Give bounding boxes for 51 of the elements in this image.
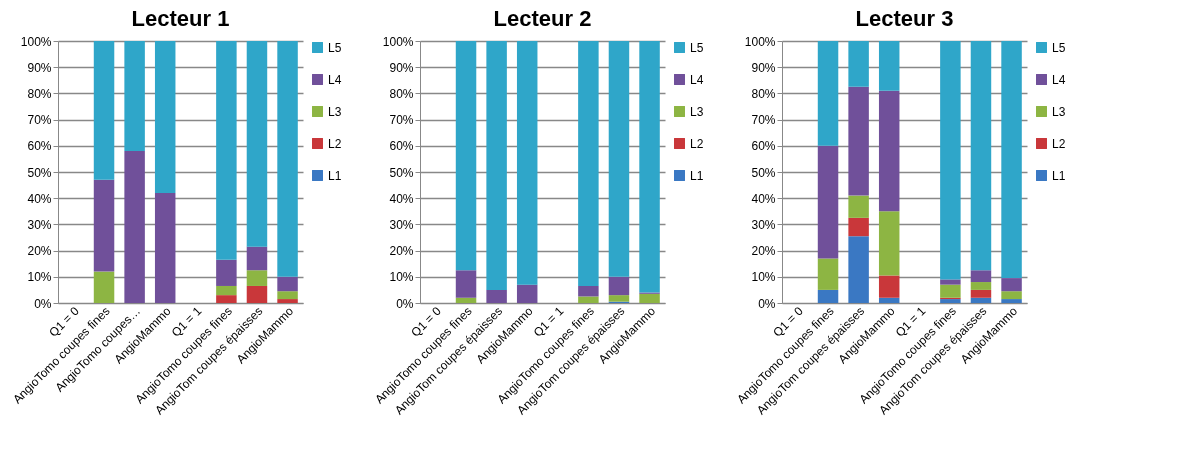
- y-tick-label: 100%: [20, 34, 52, 49]
- legend-label: L2: [1052, 136, 1066, 151]
- y-tick-label: 0%: [396, 296, 414, 311]
- y-tick-label: 0%: [758, 296, 776, 311]
- y-tick-label: 80%: [389, 86, 414, 101]
- legend-label: L2: [328, 136, 342, 151]
- legend-label: L4: [690, 72, 704, 87]
- legend-label: L5: [1052, 40, 1066, 55]
- y-tick-label: 40%: [27, 191, 52, 206]
- y-tick-label: 20%: [389, 244, 414, 259]
- y-tick-label: 30%: [389, 217, 414, 232]
- y-tick-label: 90%: [751, 60, 776, 75]
- legend-label: L3: [1052, 104, 1066, 119]
- legend-label: L4: [1052, 72, 1066, 87]
- y-tick-label: 10%: [389, 270, 414, 285]
- legend-label: L5: [328, 40, 342, 55]
- y-tick-label: 20%: [751, 244, 776, 259]
- legend-label: L1: [1052, 168, 1066, 183]
- chart-title: Lecteur 1: [131, 6, 230, 31]
- y-tick-label: 70%: [751, 113, 776, 128]
- legend-label: L4: [328, 72, 342, 87]
- legend-label: L2: [690, 136, 704, 151]
- y-tick-label: 40%: [751, 191, 776, 206]
- y-tick-label: 100%: [382, 34, 414, 49]
- y-tick-label: 100%: [744, 34, 776, 49]
- y-tick-label: 10%: [751, 270, 776, 285]
- y-tick-label: 70%: [389, 113, 414, 128]
- y-tick-label: 20%: [27, 244, 52, 259]
- chart-title: Lecteur 3: [855, 6, 954, 31]
- chart-title: Lecteur 2: [493, 6, 592, 31]
- legend-label: L3: [328, 104, 342, 119]
- legend-label: L5: [690, 40, 704, 55]
- y-tick-label: 90%: [389, 60, 414, 75]
- y-tick-label: 70%: [27, 113, 52, 128]
- y-tick-label: 10%: [27, 270, 52, 285]
- legend-label: L3: [690, 104, 704, 119]
- y-tick-label: 50%: [389, 165, 414, 180]
- legend-label: L1: [690, 168, 704, 183]
- y-tick-label: 40%: [389, 191, 414, 206]
- y-tick-label: 60%: [389, 139, 414, 154]
- y-tick-label: 50%: [27, 165, 52, 180]
- y-tick-label: 60%: [27, 139, 52, 154]
- y-tick-label: 80%: [751, 86, 776, 101]
- y-tick-label: 50%: [751, 165, 776, 180]
- y-tick-label: 60%: [751, 139, 776, 154]
- y-tick-label: 30%: [27, 217, 52, 232]
- y-tick-label: 90%: [27, 60, 52, 75]
- legend-label: L1: [328, 168, 342, 183]
- y-tick-label: 0%: [34, 296, 52, 311]
- y-tick-label: 30%: [751, 217, 776, 232]
- y-tick-label: 80%: [27, 86, 52, 101]
